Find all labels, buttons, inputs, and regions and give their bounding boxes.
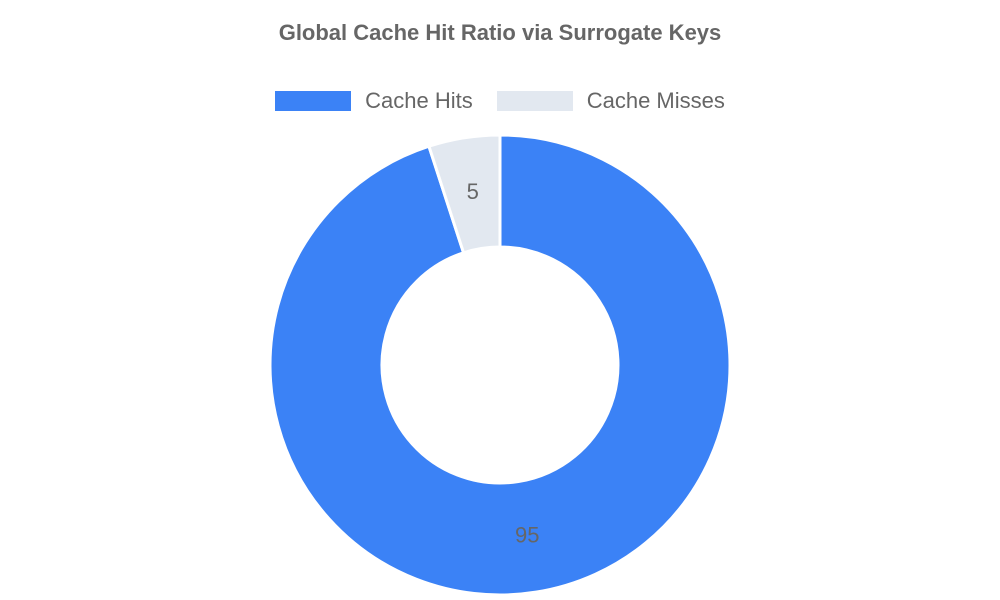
legend-label: Cache Misses xyxy=(586,88,725,113)
data-label: 95 xyxy=(515,523,539,548)
legend-item-cache-misses[interactable]: Cache Misses xyxy=(496,88,725,114)
data-label: 5 xyxy=(467,179,479,204)
slice-cache-misses[interactable] xyxy=(427,133,502,255)
legend-swatch xyxy=(275,91,352,111)
legend-item-cache-hits[interactable]: Cache Hits xyxy=(275,88,473,114)
slice-cache-hits[interactable] xyxy=(268,133,732,597)
legend: Cache Hits Cache Misses xyxy=(0,88,1000,114)
legend-label: Cache Hits xyxy=(365,88,473,113)
legend-swatch xyxy=(496,91,573,111)
chart-title: Global Cache Hit Ratio via Surrogate Key… xyxy=(278,20,722,45)
